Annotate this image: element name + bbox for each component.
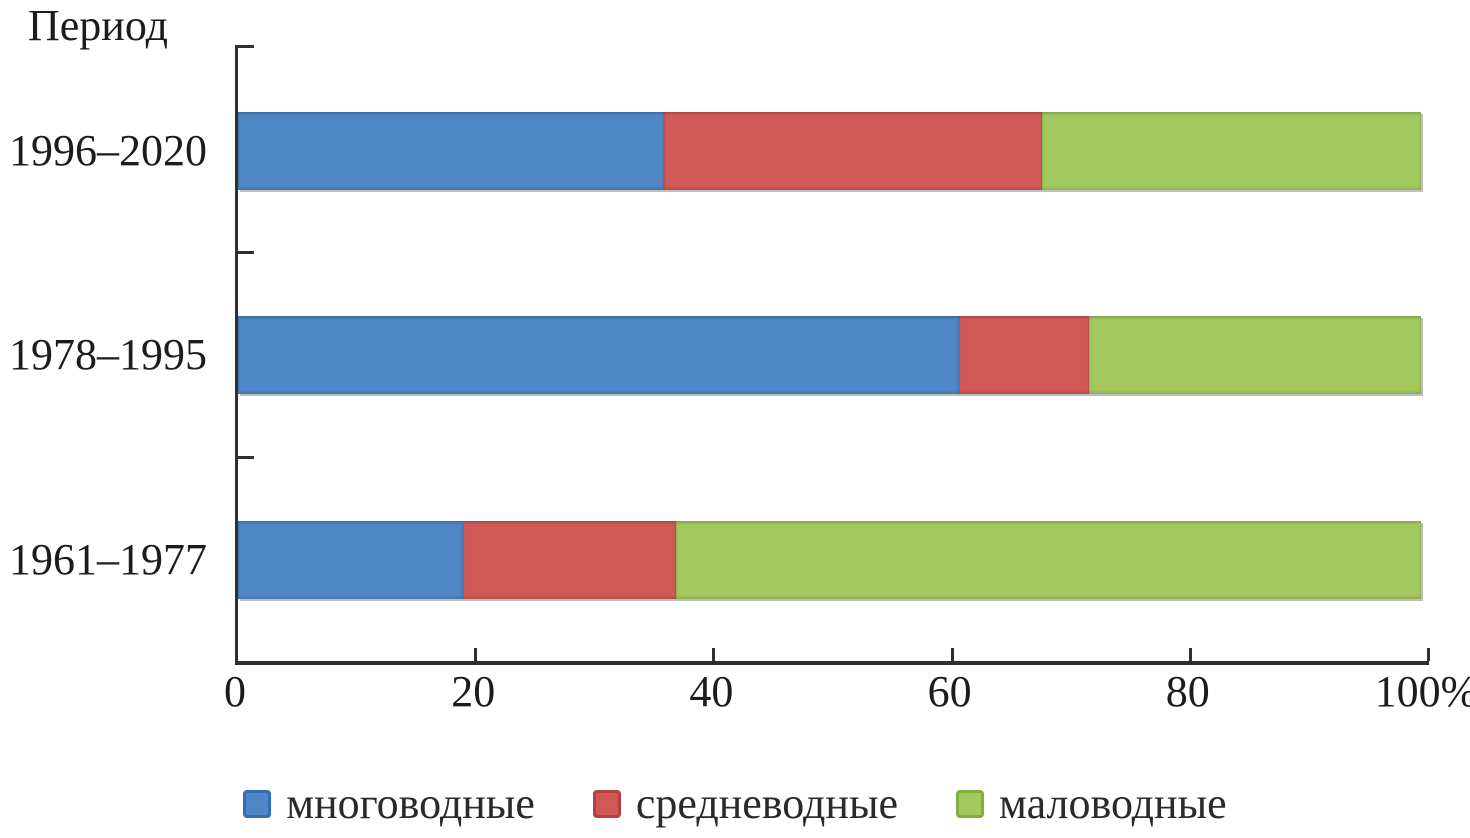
bar-segment: [959, 316, 1090, 394]
category-label: 1996–2020: [9, 126, 207, 175]
bar-segment: [675, 521, 1421, 599]
x-tick-label: 20: [451, 667, 496, 716]
legend-item: многоводные: [243, 778, 535, 830]
y-band-tick: [238, 45, 254, 48]
x-tick-label: 0: [224, 667, 246, 716]
category-label: 1961–1977: [9, 535, 207, 584]
x-tick: [1427, 648, 1430, 661]
x-tick: [712, 648, 716, 661]
x-tick-label: 60: [927, 667, 972, 716]
x-tick: [1188, 648, 1192, 661]
legend-swatch: [243, 790, 272, 818]
plot-area: [235, 45, 1430, 665]
y-axis-title: Период: [28, 1, 168, 50]
category-label: 1978–1995: [9, 330, 207, 379]
legend-swatch: [956, 790, 985, 818]
y-band-tick: [238, 456, 254, 459]
legend-item: средневодные: [592, 778, 899, 830]
legend-item: маловодные: [956, 778, 1227, 830]
bar-segment: [663, 112, 1043, 190]
y-band-tick: [238, 251, 254, 254]
legend-label: средневодные: [635, 779, 899, 828]
bar-segment: [1042, 112, 1421, 190]
bar-segment: [238, 521, 463, 599]
legend-swatch: [592, 790, 621, 818]
x-tick-label: 100%: [1374, 667, 1470, 716]
bar-row-1996-2020: [238, 112, 1421, 190]
legend: многоводные средневодные маловодные: [0, 778, 1470, 830]
bar-row-1978-1995: [238, 316, 1421, 394]
bar-segment: [238, 112, 664, 190]
x-tick-label: 80: [1165, 667, 1210, 716]
x-tick: [474, 648, 478, 661]
bar-row-1961-1977: [238, 521, 1421, 599]
bar-segment: [238, 316, 960, 394]
bar-segment: [462, 521, 676, 599]
legend-label: маловодные: [999, 779, 1227, 828]
x-tick-label: 40: [689, 667, 734, 716]
x-tick: [950, 648, 954, 661]
legend-label: многоводные: [286, 779, 535, 828]
bar-segment: [1089, 316, 1421, 394]
